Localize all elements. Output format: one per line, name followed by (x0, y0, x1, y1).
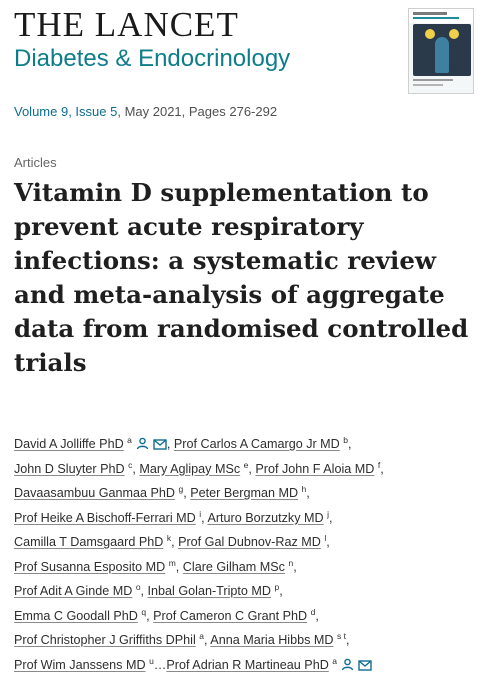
affiliation-superscript[interactable]: g (178, 483, 184, 494)
author-name-link[interactable]: Prof Adrian R Martineau PhD (166, 657, 329, 672)
author-line: Prof Wim Janssens MD u…Prof Adrian R Mar… (14, 653, 484, 678)
mail-icon[interactable] (358, 655, 372, 680)
author-separator: , (293, 559, 297, 574)
author-line: Camilla T Damsgaard PhD k, Prof Gal Dubn… (14, 530, 484, 555)
author-separator: , (306, 486, 310, 500)
author-name-link[interactable]: Anna Maria Hibbs MD (210, 633, 334, 647)
author-separator: , (203, 633, 208, 647)
author-name-link[interactable]: Inbal Golan-Tripto MD (147, 584, 271, 598)
author-separator: , (175, 559, 180, 574)
affiliation-superscript[interactable]: l (324, 532, 327, 543)
affiliation-superscript[interactable]: p (274, 581, 280, 592)
author-separator: , (345, 633, 350, 647)
affiliation-superscript[interactable]: k (166, 532, 172, 543)
affiliation-superscript[interactable]: n (288, 557, 294, 568)
author-line: Davaasambuu Ganmaa PhD g, Peter Bergman … (14, 481, 484, 506)
author-separator: , (140, 584, 145, 598)
author-list: David A Jolliffe PhD a, Prof Carlos A Ca… (14, 432, 484, 677)
author-name-link[interactable]: Prof Adit A Ginde MD (14, 584, 133, 598)
author-name-link[interactable]: John D Sluyter PhD (14, 461, 125, 476)
article-section: Articles (14, 155, 57, 170)
affiliation-superscript[interactable]: b (343, 434, 349, 445)
affiliation-superscript[interactable]: a (127, 434, 132, 445)
author-line: Prof Adit A Ginde MD o, Inbal Golan-Trip… (14, 579, 484, 604)
author-name-link[interactable]: Prof Heike A Bischoff-Ferrari MD (14, 510, 196, 525)
author-separator: , (201, 510, 205, 525)
issue-date-pages: , May 2021, Pages 276-292 (117, 104, 278, 119)
person-icon[interactable] (136, 434, 149, 459)
author-name-link[interactable]: Emma C Goodall PhD (14, 608, 138, 623)
author-separator: , (380, 461, 384, 476)
mail-icon[interactable] (153, 434, 167, 459)
author-line: Emma C Goodall PhD q, Prof Cameron C Gra… (14, 604, 484, 629)
author-separator: , (183, 486, 187, 500)
author-separator: , (166, 437, 171, 451)
affiliation-superscript[interactable]: a (332, 655, 338, 666)
author-name-link[interactable]: David A Jolliffe PhD (14, 437, 124, 451)
affiliation-superscript[interactable]: h (301, 483, 307, 494)
author-separator: , (248, 461, 252, 476)
affiliation-superscript[interactable]: a (199, 630, 204, 641)
author-name-link[interactable]: Prof Carlos A Camargo Jr MD (173, 437, 340, 451)
affiliation-superscript[interactable]: j (327, 508, 329, 519)
author-name-link[interactable]: Camilla T Damsgaard PhD (14, 535, 164, 549)
journal-title[interactable]: THE LANCET (14, 5, 239, 44)
author-name-link[interactable]: Davaasambuu Ganmaa PhD (14, 486, 176, 500)
issue-info: Volume 9, Issue 5, May 2021, Pages 276-2… (14, 104, 277, 119)
affiliation-superscript[interactable]: s t (336, 630, 346, 641)
affiliation-superscript[interactable]: e (243, 459, 249, 470)
author-name-link[interactable]: Prof John F Aloia MD (255, 461, 375, 476)
volume-issue-link[interactable]: Volume 9, Issue 5 (14, 104, 118, 119)
author-line: John D Sluyter PhD c, Mary Aglipay MSc e… (14, 457, 484, 482)
author-name-link[interactable]: Prof Christopher J Griffiths DPhil (14, 633, 196, 647)
affiliation-superscript[interactable]: m (168, 557, 176, 568)
affiliation-superscript[interactable]: d (310, 606, 316, 617)
article-title: Vitamin D supplementation to prevent acu… (14, 178, 469, 377)
author-separator: , (326, 535, 330, 549)
author-name-link[interactable]: Prof Cameron C Grant PhD (153, 608, 308, 623)
author-separator: , (329, 510, 333, 525)
author-separator: , (132, 461, 136, 476)
author-name-link[interactable]: Clare Gilham MSc (182, 559, 285, 574)
journal-header: THE LANCET Diabetes & Endocrinology (14, 6, 394, 74)
author-separator: , (279, 584, 283, 598)
author-name-link[interactable]: Arturo Borzutzky MD (207, 510, 324, 525)
affiliation-superscript[interactable]: q (141, 606, 147, 617)
author-line: Prof Susanna Esposito MD m, Clare Gilham… (14, 555, 484, 580)
author-name-link[interactable]: Prof Gal Dubnov-Raz MD (178, 535, 321, 549)
author-name-link[interactable]: Mary Aglipay MSc (139, 461, 241, 476)
author-line: Prof Heike A Bischoff-Ferrari MD i, Artu… (14, 506, 484, 531)
author-separator: , (171, 535, 175, 549)
journal-cover-image[interactable] (408, 8, 474, 94)
author-separator: , (315, 608, 319, 623)
affiliation-superscript[interactable]: c (128, 459, 133, 470)
author-line: David A Jolliffe PhD a, Prof Carlos A Ca… (14, 432, 484, 457)
author-separator: , (146, 608, 150, 623)
author-name-link[interactable]: Prof Wim Janssens MD (14, 657, 146, 672)
journal-subtitle[interactable]: Diabetes & Endocrinology (14, 45, 291, 72)
author-line: Prof Christopher J Griffiths DPhil a, An… (14, 628, 484, 653)
author-name-link[interactable]: Peter Bergman MD (190, 486, 299, 500)
author-separator: , (348, 437, 352, 451)
person-icon[interactable] (341, 655, 354, 680)
more-authors-ellipsis[interactable]: … (153, 657, 167, 672)
affiliation-superscript[interactable]: o (135, 581, 141, 592)
affiliation-superscript[interactable]: i (199, 508, 202, 519)
author-name-link[interactable]: Prof Susanna Esposito MD (14, 559, 166, 574)
affiliation-superscript[interactable]: f (377, 459, 381, 470)
affiliation-superscript[interactable]: u (149, 655, 154, 666)
